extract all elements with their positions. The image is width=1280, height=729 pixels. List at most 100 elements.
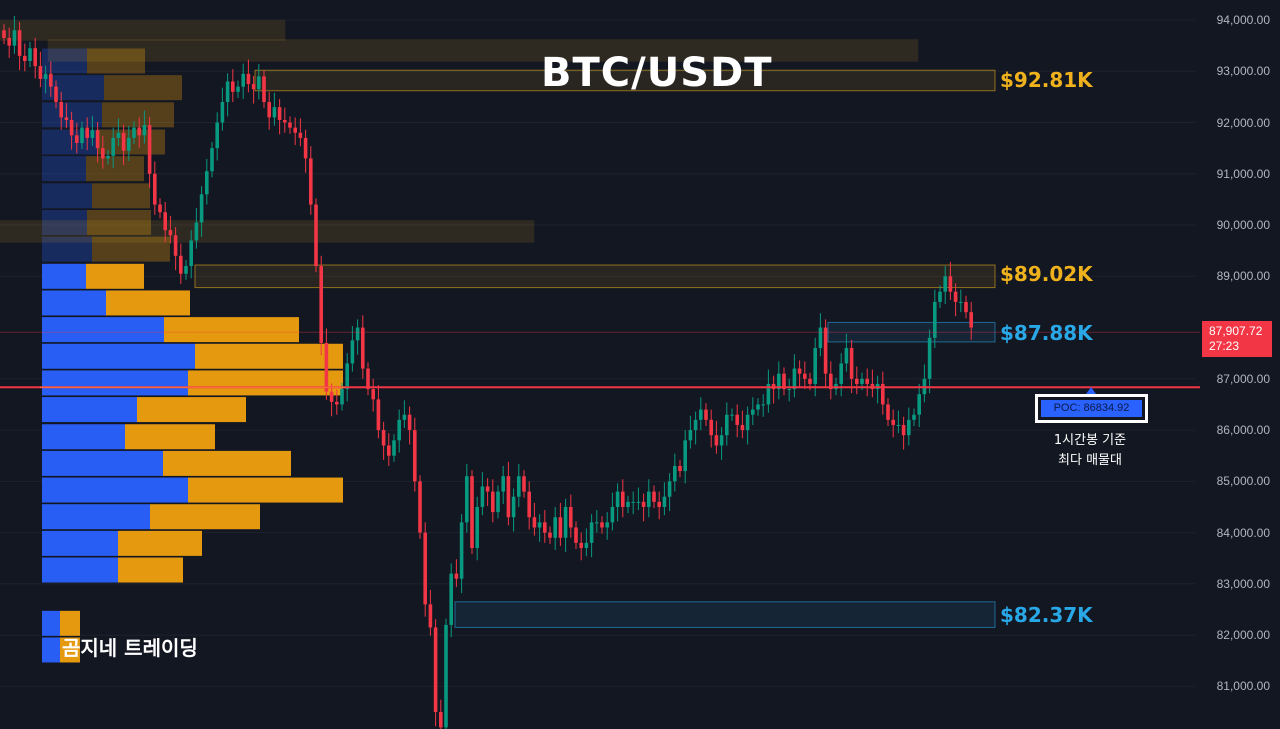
- y-axis-tick-label: 84,000.00: [1216, 525, 1270, 540]
- volume-profile-sell-bar: [60, 610, 80, 636]
- candle-body: [527, 491, 531, 518]
- candle-body: [896, 424, 901, 426]
- candle-body: [511, 496, 516, 518]
- candle-body: [163, 212, 167, 231]
- volume-profile-buy-bar: [42, 370, 188, 396]
- y-axis-tick-label: 92,000.00: [1216, 115, 1270, 130]
- volume-profile-buy-bar: [42, 450, 163, 476]
- candle-body: [787, 389, 791, 391]
- candle-body: [808, 378, 812, 384]
- y-axis-tick-label: 89,000.00: [1216, 269, 1270, 284]
- candle-body: [465, 476, 469, 523]
- volume-profile-sell-bar: [60, 637, 80, 663]
- volume-profile-buy-bar: [42, 183, 92, 209]
- volume-profile-buy-bar: [42, 424, 125, 450]
- volume-profile-buy-bar: [42, 610, 60, 636]
- candle-body: [839, 363, 843, 384]
- volume-profile-sell-bar: [86, 263, 144, 289]
- current-price-value: 87,907.72: [1209, 324, 1263, 338]
- candle-body: [80, 127, 84, 144]
- candle-body: [236, 86, 240, 92]
- candle-body: [381, 430, 386, 446]
- candle-body: [7, 37, 11, 46]
- level-label: $89.02K: [1000, 262, 1093, 287]
- candle-body: [350, 340, 355, 364]
- candle-body: [418, 481, 422, 533]
- volume-profile-buy-bar: [42, 209, 87, 235]
- candle-body: [454, 573, 459, 579]
- candle-body: [595, 522, 599, 524]
- candle-body: [366, 368, 370, 390]
- y-axis-tick-label: 91,000.00: [1216, 166, 1270, 181]
- candle-body: [335, 401, 339, 405]
- candle-body: [719, 435, 724, 446]
- candle-body: [517, 476, 521, 497]
- candle-body: [397, 419, 401, 441]
- candle-body: [631, 501, 635, 503]
- volume-profile-sell-bar: [86, 156, 144, 182]
- candle-body: [933, 301, 937, 338]
- volume-profile-buy-bar: [42, 504, 150, 530]
- level-zone: [254, 69, 996, 92]
- candle-body: [59, 102, 63, 118]
- candle-body: [652, 491, 656, 502]
- candle-body: [969, 312, 973, 328]
- candle-body: [501, 476, 505, 492]
- candle-body: [761, 404, 765, 406]
- current-price-tag: 87,907.72 27:23: [1202, 321, 1272, 357]
- supply-zone: [0, 219, 535, 243]
- candle-body: [829, 373, 833, 390]
- volume-profile-buy-bar: [42, 290, 106, 316]
- candle-body: [309, 158, 313, 205]
- candle-body: [173, 235, 178, 256]
- candle-body: [667, 481, 672, 497]
- volume-profile-sell-bar: [164, 317, 299, 343]
- candle-body: [116, 132, 121, 138]
- candle-body: [522, 476, 526, 492]
- candle-body: [860, 378, 864, 384]
- candle-body: [38, 66, 43, 79]
- candle-body: [927, 337, 932, 379]
- y-axis-tick-label: 85,000.00: [1216, 474, 1270, 489]
- candle-body: [964, 301, 968, 313]
- candle-body: [953, 291, 958, 302]
- candle-body: [272, 107, 277, 118]
- volume-profile-sell-bar: [118, 557, 183, 583]
- volume-profile-sell-bar: [106, 290, 190, 316]
- candle-body: [532, 517, 537, 528]
- candle-body: [740, 424, 745, 431]
- candle-body: [314, 204, 318, 267]
- candle-body: [106, 155, 110, 159]
- candle-body: [225, 81, 230, 103]
- y-axis-tick-label: 86,000.00: [1216, 423, 1270, 438]
- candle-body: [917, 394, 921, 415]
- candle-body: [506, 476, 511, 518]
- candle-body: [782, 373, 786, 390]
- level-zone: [194, 264, 996, 289]
- candle-body: [537, 522, 542, 528]
- volume-profile-sell-bar: [188, 370, 343, 396]
- candle-body: [818, 327, 823, 349]
- candle-body: [90, 130, 95, 138]
- candle-body: [231, 81, 235, 92]
- candle-body: [756, 404, 760, 410]
- candle-body: [246, 73, 251, 85]
- candle-body: [283, 119, 287, 123]
- candle-body: [709, 419, 713, 436]
- volume-profile-buy-bar: [42, 477, 188, 503]
- candle-body: [574, 527, 578, 543]
- y-axis-tick-label: 90,000.00: [1216, 218, 1270, 233]
- poc-note-line2: 최다 매물대: [1058, 453, 1122, 468]
- candle-body: [959, 301, 963, 303]
- level-zone: [827, 321, 996, 343]
- candle-body: [111, 137, 115, 156]
- candle-body: [23, 55, 27, 62]
- level-label: $82.37K: [1000, 603, 1093, 628]
- candle-body: [371, 389, 375, 400]
- candle-body: [12, 30, 17, 46]
- candle-body: [132, 127, 136, 138]
- candle-body: [621, 491, 625, 507]
- candle-body: [849, 348, 854, 379]
- candle-body: [54, 86, 58, 103]
